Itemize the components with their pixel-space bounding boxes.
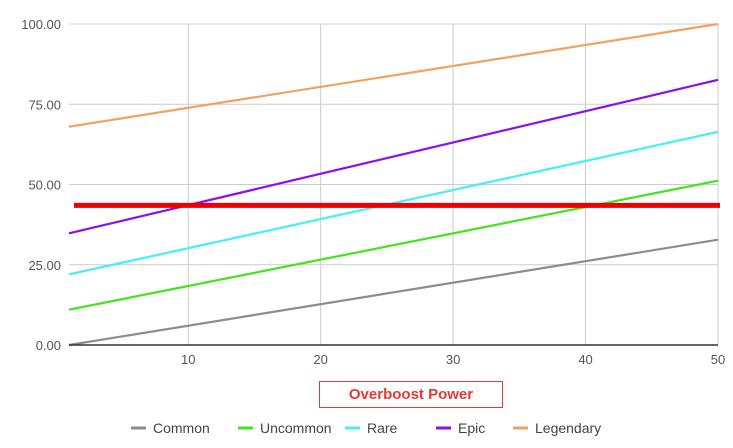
x-axis-label: Overboost Power (319, 381, 503, 408)
y-tick-label: 75.00 (28, 97, 61, 112)
legend-item-uncommon: Uncommon (238, 420, 332, 436)
legend-item-legendary: Legendary (513, 420, 601, 436)
legend-item-epic: Epic (436, 420, 485, 436)
legend-item-common: Common (131, 420, 210, 436)
legend-label: Epic (458, 420, 485, 436)
y-tick-label: 50.00 (28, 178, 61, 193)
y-tick-label: 25.00 (28, 258, 61, 273)
legend-item-rare: Rare (345, 420, 398, 436)
legend-label: Rare (367, 420, 398, 436)
series-line-epic (68, 78, 719, 235)
x-tick-label: 20 (313, 352, 327, 367)
legend-label: Uncommon (260, 420, 332, 436)
x-axis-ticks: 10 20 30 40 50 (181, 352, 725, 367)
x-tick-label: 30 (446, 352, 460, 367)
x-tick-label: 40 (578, 352, 592, 367)
y-axis-ticks: 0.00 25.00 50.00 75.00 100.00 (21, 17, 61, 353)
series-line-legendary (68, 22, 719, 128)
legend-label: Common (153, 420, 210, 436)
chart-grid (69, 23, 719, 346)
series-line-common (68, 238, 719, 347)
x-tick-label: 50 (711, 352, 725, 367)
legend-label: Legendary (535, 420, 601, 436)
y-tick-label: 0.00 (36, 338, 61, 353)
series-line-uncommon (68, 179, 719, 311)
x-tick-label: 10 (181, 352, 195, 367)
chart-legend: Common Uncommon Rare Epic Legendary (131, 420, 601, 436)
y-tick-label: 100.00 (21, 17, 61, 32)
